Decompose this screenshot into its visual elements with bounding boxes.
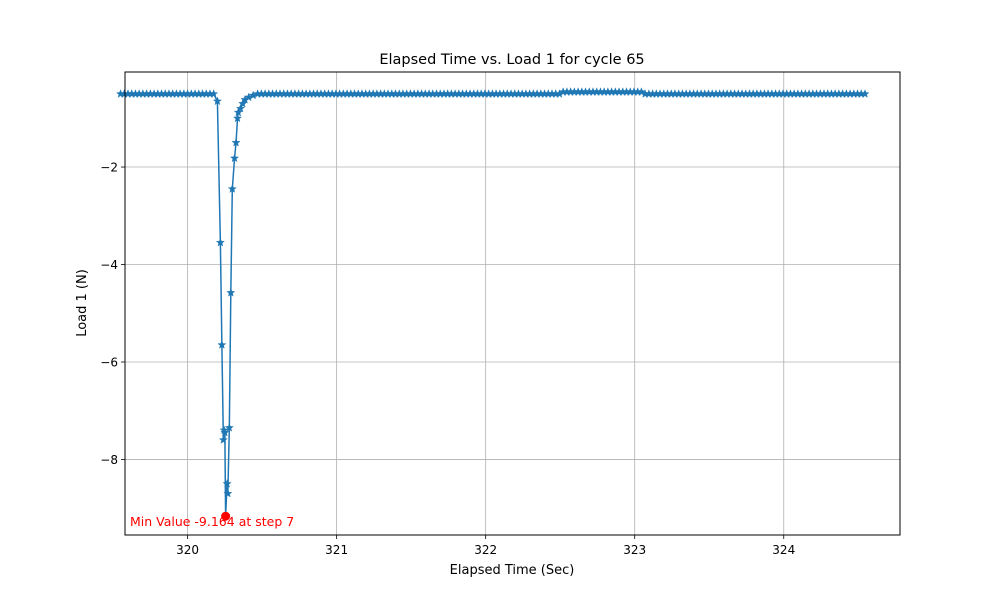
data-point-marker [230, 153, 240, 163]
data-point-marker [226, 288, 236, 297]
y-tick-label: −2 [100, 161, 118, 175]
data-point-marker [209, 89, 219, 98]
plot-frame [124, 71, 901, 536]
data-point-marker [215, 237, 225, 247]
data-point-marker [238, 98, 248, 108]
x-tick-label: 323 [623, 543, 646, 557]
grid-lines [125, 72, 900, 535]
min-annotation: Min Value -9.164 at step 7 [130, 511, 294, 529]
chart-title: Elapsed Time vs. Load 1 for cycle 65 [379, 52, 644, 68]
data-point-marker [233, 113, 243, 123]
data-point-marker [860, 89, 870, 98]
x-tick-label: 321 [325, 543, 348, 557]
x-tick-label: 320 [176, 543, 199, 557]
data-point-marker [218, 435, 228, 444]
data-point-marker [212, 96, 222, 106]
data-point-marker [217, 340, 227, 349]
data-point-marker [231, 137, 241, 147]
data-point-marker [636, 87, 646, 96]
y-axis-label: Load 1 (N) [75, 269, 90, 337]
x-tick-label: 322 [474, 543, 497, 557]
min-value-label: Min Value -9.164 at step 7 [130, 514, 294, 529]
y-tick-label: −6 [100, 355, 118, 369]
x-tick-label: 324 [772, 543, 795, 557]
min-value-point [221, 511, 231, 521]
axis-ticks: 320 321 322 323 324 −8 −6 −4 −2 [100, 161, 795, 557]
data-point-marker [223, 488, 233, 498]
x-axis-label: Elapsed Time (Sec) [450, 563, 575, 578]
data-point-marker [227, 184, 237, 193]
data-point-marker [222, 479, 232, 488]
data-point-marker [220, 427, 230, 437]
y-tick-label: −8 [100, 453, 118, 467]
data-point-marker [224, 423, 234, 432]
y-tick-label: −4 [100, 258, 118, 272]
series-markers [115, 87, 870, 521]
data-point-marker [233, 107, 243, 117]
data-point-marker [235, 103, 246, 113]
